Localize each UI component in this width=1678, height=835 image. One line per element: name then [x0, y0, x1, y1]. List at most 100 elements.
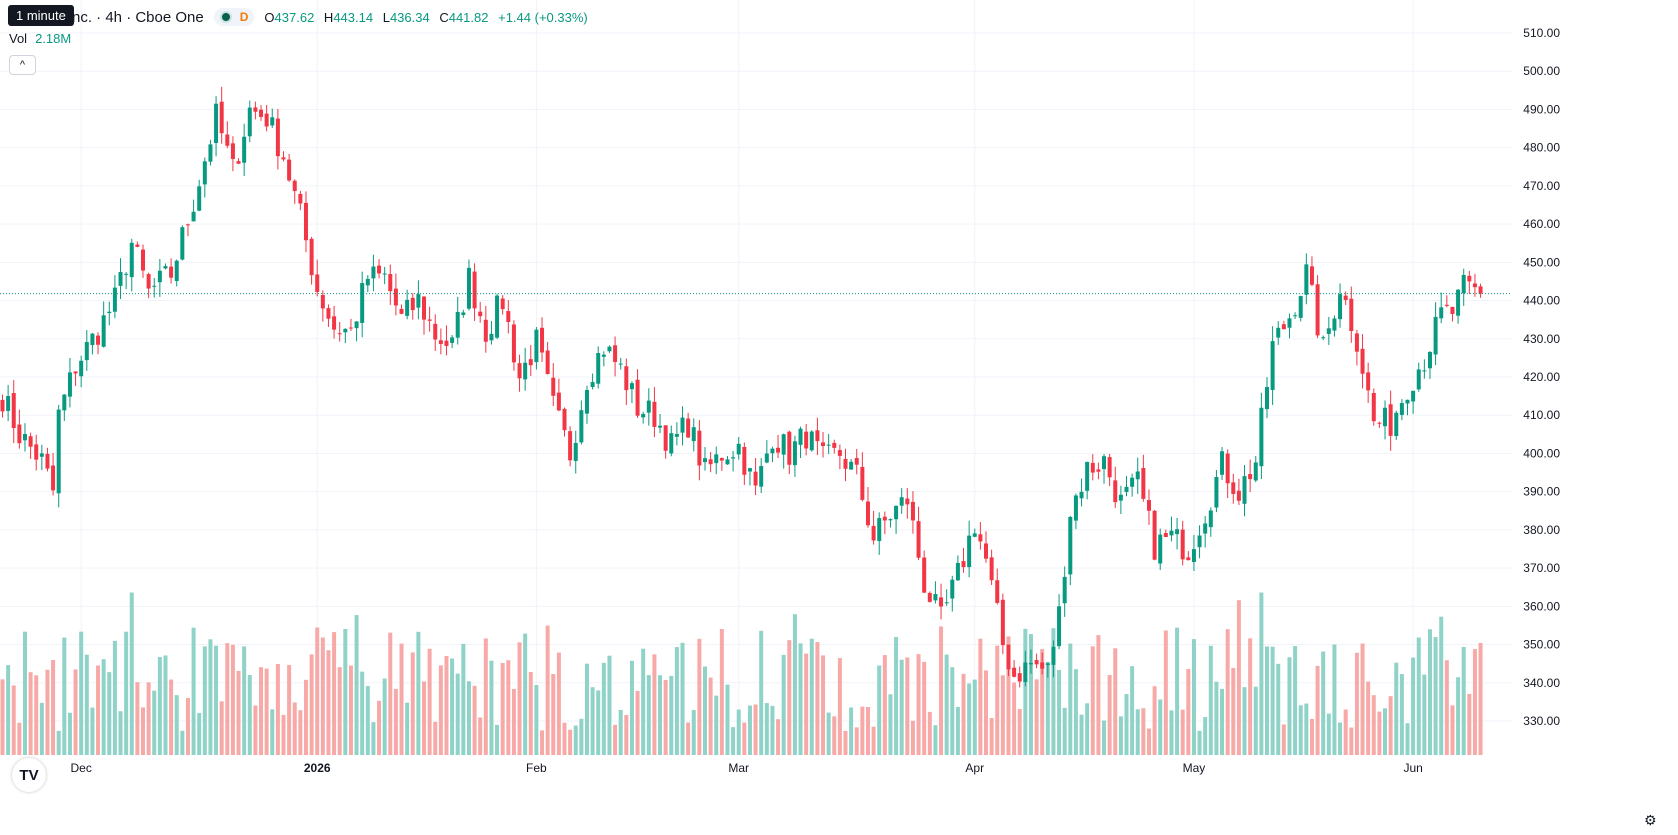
candle-body — [1062, 576, 1067, 604]
candle-body — [129, 242, 134, 278]
candle-body — [629, 383, 634, 390]
price-tick-label: 440.00 — [1523, 294, 1560, 308]
candle-body — [955, 562, 960, 581]
candle-body — [703, 458, 707, 463]
symbol-title[interactable]: nc. · 4h · Cboe One — [72, 8, 204, 26]
candle-body — [1158, 534, 1163, 564]
candle-body — [1366, 372, 1371, 391]
candle-body — [405, 299, 410, 316]
volume-bar — [1354, 652, 1359, 755]
volume-bar — [1326, 713, 1331, 755]
volume-bar — [1180, 709, 1185, 755]
candle-body — [1439, 307, 1444, 319]
candle-body — [865, 501, 870, 526]
volume-bar — [691, 710, 696, 755]
volume-bar — [399, 643, 404, 755]
volume-bar — [894, 637, 899, 755]
candle-body — [433, 323, 438, 340]
volume-bar — [1287, 657, 1292, 755]
candle-body — [798, 428, 803, 445]
candle-body — [944, 602, 949, 604]
volume-bar — [287, 665, 292, 755]
volume-bar — [798, 643, 803, 755]
volume-bar — [371, 722, 376, 755]
volume-bar — [298, 710, 303, 755]
volume-bar — [422, 681, 426, 755]
volume-bar — [792, 614, 797, 755]
candle-body — [787, 431, 792, 465]
candle-body — [1321, 337, 1326, 339]
tradingview-logo[interactable]: TV — [12, 758, 46, 792]
volume-bar — [382, 678, 387, 755]
volume-bar — [955, 706, 960, 755]
candle-body — [427, 319, 432, 321]
volume-bar — [478, 717, 483, 755]
candle-body — [219, 101, 224, 134]
volume-bar — [849, 707, 854, 755]
volume-bar — [1472, 649, 1477, 755]
candle-body — [1220, 451, 1225, 475]
volume-bar — [1000, 675, 1005, 755]
candle-body — [1175, 529, 1180, 535]
volume-bar — [416, 631, 421, 755]
volume-bar — [708, 677, 713, 755]
time-tick-label: May — [1183, 761, 1206, 775]
volume-bar — [101, 659, 106, 755]
candle-body — [753, 471, 758, 486]
price-tick-label: 410.00 — [1523, 408, 1560, 422]
volume-bar — [73, 669, 78, 755]
volume-bar — [141, 707, 145, 755]
volume-bar — [320, 637, 325, 755]
volume-bar — [259, 667, 264, 755]
candle-body — [1225, 453, 1230, 484]
volume-bar — [517, 642, 522, 755]
candle-body — [1411, 390, 1416, 402]
gear-icon[interactable]: ⚙ — [1644, 812, 1657, 829]
price-axis[interactable]: 510.00 500.00 490.00 480.00 470.00 460.00 450.… — [1512, 0, 1678, 835]
volume-bar — [455, 673, 460, 755]
volume-bar — [112, 640, 117, 755]
volume-bar — [1062, 707, 1067, 755]
volume-bar — [584, 663, 589, 755]
volume-bar — [1467, 693, 1472, 755]
candle-body — [989, 557, 994, 581]
candle-body — [562, 408, 567, 431]
candle-body — [1422, 370, 1427, 372]
volume-bar — [309, 654, 314, 755]
candle-body — [601, 354, 606, 357]
volume-bar — [787, 640, 792, 755]
volume-bar — [1270, 646, 1275, 755]
candle-body — [1349, 298, 1354, 332]
candle-body — [180, 227, 185, 260]
volume-bar — [1444, 660, 1449, 755]
volume-bar — [326, 650, 331, 755]
volume-bar — [1225, 629, 1230, 755]
candle-body — [242, 136, 247, 163]
volume-bar — [978, 638, 983, 755]
time-axis[interactable]: Dec 2026 Feb Mar Apr May Jun — [71, 761, 1423, 775]
candle-body — [281, 157, 286, 160]
volume-bar — [826, 712, 831, 755]
volume-bar — [180, 730, 185, 755]
volume-bar — [360, 671, 365, 755]
time-tick-label: Feb — [526, 761, 547, 775]
candle-body — [905, 498, 910, 505]
candle-body — [146, 274, 151, 289]
candle-body — [540, 327, 545, 353]
volume-bar — [658, 675, 663, 755]
candle-body — [528, 359, 533, 366]
candle-body — [292, 180, 297, 192]
candle-body — [45, 453, 50, 469]
volume-bar — [837, 658, 842, 755]
candle-body — [1006, 644, 1011, 670]
candle-body — [545, 350, 550, 374]
volume-bar — [1124, 694, 1129, 755]
candle-body — [1113, 480, 1118, 503]
candle-body — [618, 363, 623, 365]
candle-body — [506, 311, 511, 322]
volume-bar — [303, 679, 308, 755]
volume-bar — [1416, 637, 1421, 755]
candle-body — [680, 417, 685, 433]
collapse-legend-button[interactable]: ^ — [9, 55, 36, 75]
